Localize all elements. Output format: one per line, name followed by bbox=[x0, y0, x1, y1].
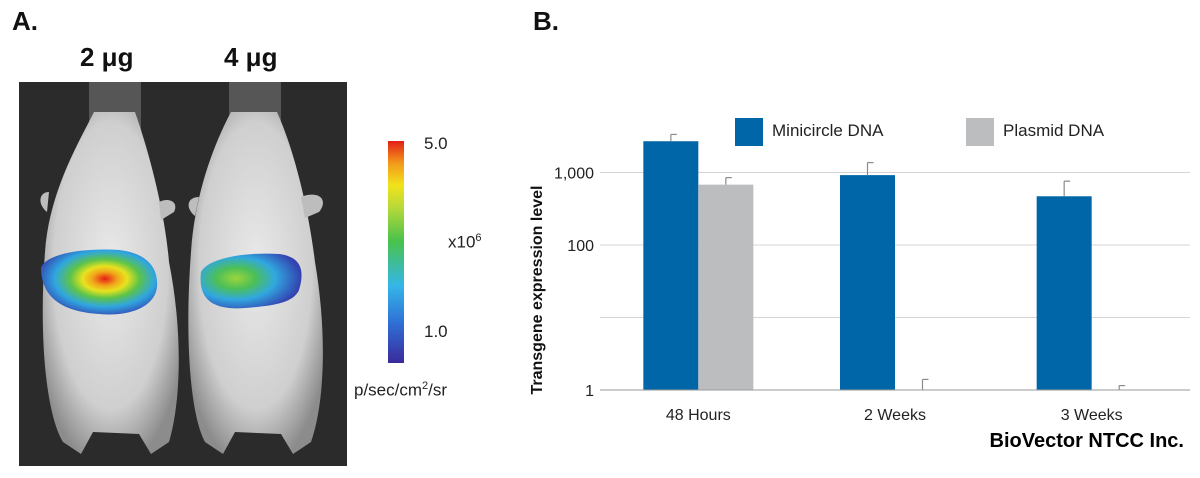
y-tick-label: 100 bbox=[567, 238, 594, 255]
colorbar-multiplier: x106 bbox=[448, 232, 482, 253]
credit-text: BioVector NTCC Inc. bbox=[989, 430, 1184, 452]
bar-1 bbox=[698, 184, 754, 390]
legend-label-minicircle: Minicircle DNA bbox=[772, 121, 884, 140]
colorbar-unit-tail: /sr bbox=[428, 380, 448, 400]
right-mouse bbox=[188, 112, 323, 454]
y-tick-label: 1 bbox=[585, 383, 594, 400]
panel-a-label: A. bbox=[12, 6, 38, 36]
y-tick-label: 1,000 bbox=[554, 166, 594, 183]
left-mouse bbox=[40, 112, 179, 454]
colorbar-multiplier-exp: 6 bbox=[475, 232, 482, 244]
colorbar-unit-base: p/sec/cm bbox=[354, 380, 423, 400]
colorbar-min-label: 1.0 bbox=[424, 322, 448, 341]
legend-swatch-minicircle bbox=[735, 118, 763, 146]
transgene-expression-chart: 1 100 1,000 48 Hours 2 Weeks 3 Weeks Transgen… bbox=[529, 133, 1190, 424]
bar-layer bbox=[643, 141, 1092, 390]
bar-0 bbox=[1036, 196, 1092, 390]
legend-label-plasmid: Plasmid DNA bbox=[1003, 121, 1105, 140]
x-tick-label: 2 Weeks bbox=[864, 407, 926, 424]
colorbar-unit-exp: 2 bbox=[422, 380, 429, 392]
legend-swatch-plasmid bbox=[966, 118, 994, 146]
mouse-bioluminescence-image bbox=[19, 82, 347, 466]
x-tick-label: 48 Hours bbox=[666, 407, 731, 424]
dose-label-2ug: 2 μg bbox=[80, 42, 134, 72]
luminescence-colorbar bbox=[388, 141, 404, 363]
y-axis-label: Transgene expression level bbox=[529, 186, 546, 395]
axis-layer: 1 100 1,000 48 Hours 2 Weeks 3 Weeks bbox=[554, 166, 1190, 424]
colorbar-max-label: 5.0 bbox=[424, 134, 448, 153]
panel-b-label: B. bbox=[533, 6, 559, 36]
x-tick-label: 3 Weeks bbox=[1061, 407, 1123, 424]
bar-0 bbox=[840, 175, 895, 390]
colorbar-multiplier-base: x10 bbox=[448, 232, 476, 252]
error-bar-layer bbox=[670, 133, 1126, 390]
colorbar-unit: p/sec/cm2/sr bbox=[354, 380, 447, 401]
dose-label-4ug: 4 μg bbox=[224, 42, 278, 72]
bar-0 bbox=[643, 141, 699, 390]
